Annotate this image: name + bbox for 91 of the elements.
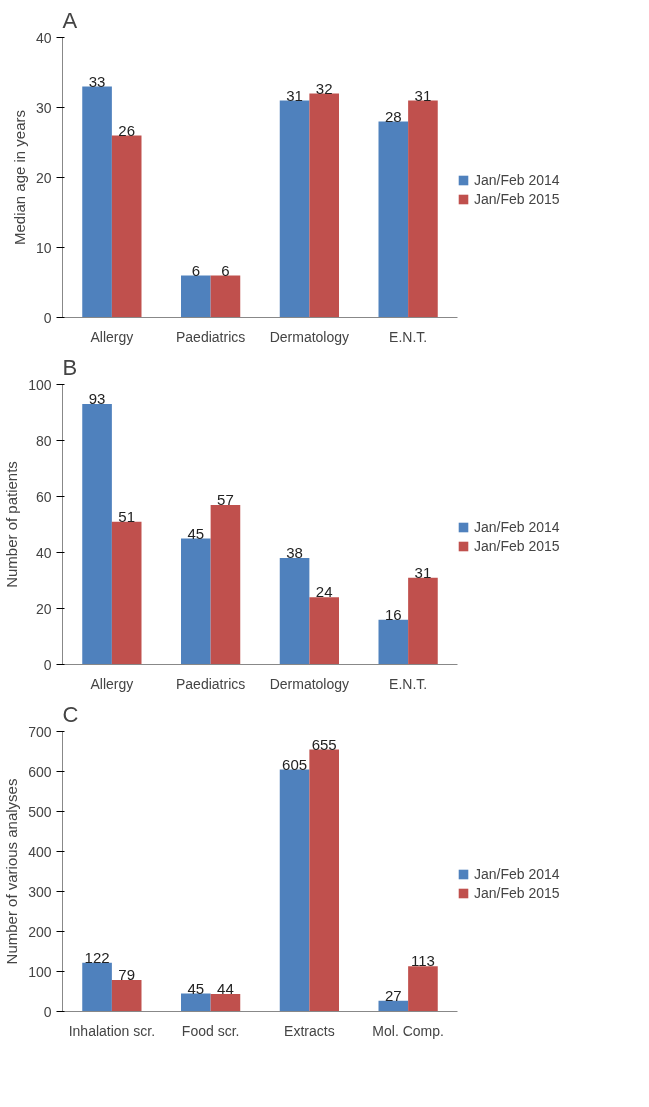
y-tick-label: 10 [35,239,52,256]
y-tick-label: 400 [28,843,52,860]
y-tick-label: 300 [28,883,52,900]
y-tick-label: 100 [28,963,52,980]
y-tick-label: 20 [35,169,52,186]
bar [408,577,438,665]
x-tick-label: Food scr. [181,1022,240,1039]
legend-label: Jan/Feb 2015 [474,885,560,901]
bar [309,93,339,318]
chart-title: B [62,354,78,380]
y-tick-label: 40 [35,29,52,46]
x-tick-label: Dermatology [269,675,350,692]
y-tick-label: 0 [43,656,52,673]
bar [279,100,310,318]
bar [82,962,112,1012]
bar [181,993,211,1012]
y-tick-label: 80 [35,432,52,449]
legend-label: Jan/Feb 2014 [474,866,560,882]
data-label: 44 [217,979,234,997]
data-label: 45 [187,524,205,542]
x-tick-label: Allergy [90,328,134,345]
y-tick-label: 100 [28,376,52,393]
data-label: 31 [286,86,303,104]
x-tick-label: Dermatology [269,328,350,345]
data-label: 24 [315,583,333,601]
data-label: 31 [414,86,432,104]
legend-label: Jan/Feb 2015 [474,538,560,554]
data-label: 28 [384,107,402,125]
bar [210,504,241,665]
data-label: 31 [414,563,432,581]
y-tick-label: 30 [35,99,52,116]
bar [279,769,310,1012]
bar [378,121,409,318]
bar [378,1000,409,1012]
y-tick-label: 0 [43,1003,52,1020]
data-label: 45 [187,979,205,997]
y-tick-label: 0 [43,309,52,326]
bar [309,597,339,665]
data-label: 26 [118,121,136,139]
bar [309,749,339,1012]
y-axis-title: Median age in years [10,109,28,246]
chart-title: A [62,7,78,33]
y-tick-label: 700 [28,723,52,740]
chart-title: C [62,701,79,727]
data-label: 33 [88,72,106,90]
bar [82,404,112,665]
x-tick-label: Paediatrics [176,675,246,692]
data-label: 113 [410,952,435,970]
x-tick-label: Inhalation scr. [68,1022,156,1039]
bar [378,619,409,665]
legend-label: Jan/Feb 2014 [474,519,560,535]
data-label: 655 [311,735,337,753]
legend-label: Jan/Feb 2014 [474,172,560,188]
y-tick-label: 500 [28,803,52,820]
data-label: 57 [217,490,234,508]
bar [111,979,142,1012]
y-tick-label: 40 [35,544,52,561]
bar [279,558,310,665]
x-tick-label: Extracts [284,1022,335,1039]
data-label: 6 [191,261,200,279]
x-tick-label: E.N.T. [389,328,428,345]
bar [210,275,241,318]
bar [111,521,142,665]
data-label: 6 [221,261,230,279]
y-tick-label: 600 [28,763,52,780]
y-axis-title: Number of various analyses [3,778,21,965]
data-label: 51 [118,507,136,525]
bar [408,966,438,1012]
y-tick-label: 60 [35,488,52,505]
y-tick-label: 20 [35,600,52,617]
data-label: 122 [84,948,110,966]
bar [210,993,241,1012]
y-axis-title: Number of patients [3,461,21,588]
x-tick-label: Allergy [90,675,134,692]
data-label: 16 [384,605,402,623]
legend-label: Jan/Feb 2015 [474,191,560,207]
y-tick-label: 200 [28,923,52,940]
data-label: 93 [88,390,106,408]
data-label: 38 [286,544,303,562]
bar [181,275,211,318]
data-label: 27 [384,986,402,1004]
bar [408,100,438,318]
bar [181,538,211,665]
x-tick-label: E.N.T. [389,675,428,692]
data-label: 605 [282,755,308,773]
data-label: 79 [118,965,136,983]
data-label: 32 [315,79,333,97]
bar [111,135,142,318]
x-tick-label: Paediatrics [176,328,246,345]
x-tick-label: Mol. Comp. [372,1022,444,1039]
bar [82,86,112,318]
